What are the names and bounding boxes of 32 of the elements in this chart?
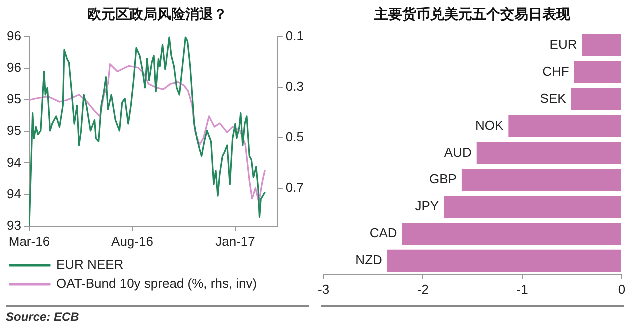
y-tick-label: NZD	[356, 252, 382, 268]
y-tick-label: NOK	[476, 118, 504, 133]
y-tick-label: CAD	[370, 226, 398, 241]
y2-tick-label: 0.1	[286, 28, 304, 44]
y-tick-label: AUD	[444, 144, 472, 160]
y-tick-label: 93	[6, 218, 22, 233]
x-tick-label: -1	[516, 282, 528, 297]
x-tick-label: Mar-16	[8, 234, 50, 249]
y-tick-label: 95	[6, 123, 22, 138]
legend-label: EUR NEER	[56, 257, 124, 272]
x-tick-label: -2	[417, 282, 429, 297]
y-tick-label: 96	[6, 28, 22, 44]
y-tick-label: 96	[6, 60, 22, 75]
x-tick-label: -3	[318, 282, 330, 297]
y-tick-label: 94	[6, 186, 22, 202]
y-tick-label: 94	[6, 154, 22, 170]
y-tick-label: SEK	[540, 90, 567, 106]
chart-title: 欧元区政局风险消退？	[86, 6, 228, 25]
y-tick-label: JPY	[415, 198, 440, 214]
chart-title: 主要货币兑美元五个交易日表现	[374, 6, 572, 25]
source-note: Source: ECB	[6, 305, 309, 328]
y-tick-label: GBP	[429, 172, 457, 187]
y-tick-label: 95	[6, 92, 22, 107]
legend-label: OAT-Bund 10y spread (%, rhs, inv)	[56, 276, 258, 292]
x-tick-label: Jan-17	[216, 234, 256, 249]
y-tick-label: CHF	[542, 64, 570, 79]
y-tick-label: EUR	[550, 37, 578, 52]
x-tick-label: 0	[618, 282, 626, 297]
y2-tick-label: 0.3	[286, 78, 304, 94]
x-tick-label: Aug-16	[112, 234, 154, 249]
y2-tick-label: 0.5	[286, 130, 304, 144]
y2-tick-label: 0.7	[286, 180, 304, 196]
